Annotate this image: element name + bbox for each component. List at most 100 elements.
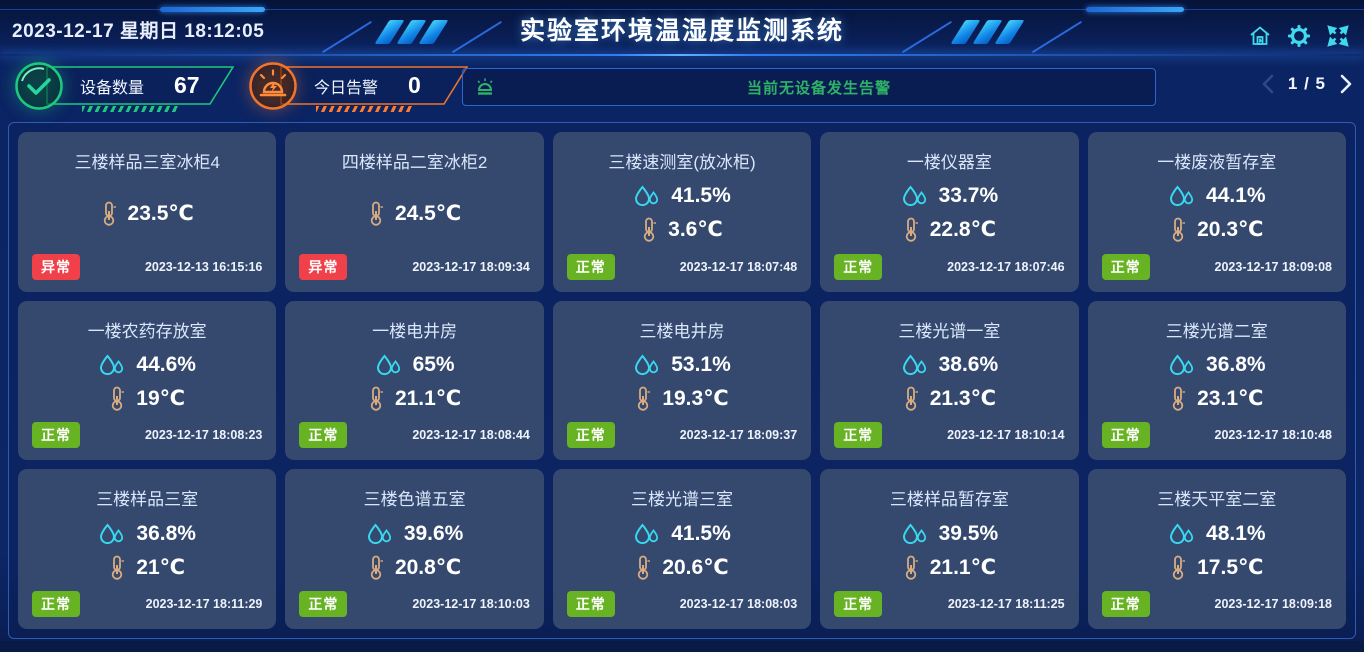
gear-icon[interactable] (1287, 24, 1311, 48)
thermometer-icon (370, 386, 383, 411)
water-drops-icon (100, 354, 124, 375)
status-badge: 正常 (32, 591, 80, 617)
temperature-value: 23.5℃ (127, 201, 194, 225)
glow-segment-left (160, 7, 265, 12)
humidity-value: 48.1% (1206, 521, 1266, 545)
timestamp: 2023-12-17 18:08:03 (679, 597, 798, 611)
room-card[interactable]: 三楼速测室(放冰柜) 41.5% 3.6℃ 正常 20 (552, 132, 812, 292)
room-name: 三楼样品暂存室 (889, 490, 1009, 510)
humidity-row: 36.8% (1168, 353, 1266, 377)
temperature-row: 19.3℃ (635, 386, 729, 411)
room-card[interactable]: 三楼样品暂存室 39.5% 21.1℃ 正常 2023 (820, 469, 1079, 629)
deco-slashes-right (950, 20, 1025, 44)
room-name: 三楼样品三室 (96, 490, 199, 510)
readings: 36.8% 23.1℃ (1100, 342, 1334, 423)
card-panel: 三楼样品三室冰柜4 23.5℃ 异常 2023-12 (8, 122, 1356, 639)
status-badge: 正常 (1101, 422, 1150, 449)
readings: 48.1% 17.5℃ (1100, 510, 1334, 591)
room-name: 一楼仪器室 (906, 153, 992, 172)
room-card[interactable]: 三楼天平室二室 48.1% 17.5℃ 正常 2023 (1087, 469, 1346, 629)
alarm-lamp-icon (477, 78, 493, 95)
water-drops-icon (635, 354, 659, 375)
room-card[interactable]: 三楼光谱二室 36.8% 23.1℃ 正常 2023- (1087, 300, 1346, 461)
room-card[interactable]: 三楼色谱五室 39.6% 20.8℃ 正常 2023- (285, 469, 544, 629)
status-badge: 正常 (299, 591, 348, 617)
temperature-value: 21.1℃ (929, 555, 997, 579)
temperature-row: 20.6℃ (635, 555, 729, 580)
temperature-row: 21.1℃ (368, 386, 461, 411)
humidity-value: 36.8% (136, 521, 196, 545)
bottom-strip (0, 641, 1364, 652)
room-name: 三楼天平室二室 (1157, 490, 1277, 510)
temperature-row: 20.8℃ (368, 555, 461, 580)
temperature-value: 21.1℃ (394, 387, 462, 411)
temperature-value: 24.5℃ (394, 201, 462, 225)
temperature-value: 19℃ (136, 387, 186, 411)
card-footer: 正常 2023-12-17 18:11:25 (832, 591, 1066, 621)
timestamp: 2023-12-17 18:11:25 (947, 597, 1065, 611)
room-name: 四楼样品二室冰柜2 (341, 153, 488, 172)
humidity-row: 39.6% (366, 522, 463, 546)
device-count-value: 67 (174, 72, 200, 98)
room-name: 三楼速测室(放冰柜) (608, 153, 756, 172)
readings: 38.6% 21.3℃ (832, 342, 1066, 423)
room-card[interactable]: 三楼电井房 53.1% 19.3℃ 正常 2023-1 (552, 300, 812, 461)
temperature-row: 21℃ (109, 555, 185, 580)
thermometer-icon (112, 555, 125, 580)
water-drops-icon (902, 523, 926, 544)
readings: 44.6% 19℃ (30, 342, 264, 423)
humidity-value: 41.5% (671, 184, 731, 208)
room-card[interactable]: 一楼电井房 65% 21.1℃ 正常 2023-12- (285, 300, 544, 461)
device-count-plate: 设备数量 67 (46, 66, 234, 112)
temperature-row: 21.3℃ (903, 386, 996, 411)
status-badge: 正常 (834, 422, 883, 449)
temperature-value: 20.3℃ (1197, 218, 1264, 242)
next-page-button[interactable] (1340, 74, 1352, 94)
room-card[interactable]: 一楼废液暂存室 44.1% 20.3℃ 正常 2023 (1087, 132, 1346, 292)
status-badge: 正常 (566, 591, 615, 617)
prev-page-button[interactable] (1262, 74, 1274, 94)
today-alarms-stat: 今日告警 0 (248, 61, 468, 113)
temperature-value: 21.3℃ (929, 387, 997, 411)
water-drops-icon (1170, 523, 1194, 544)
fullscreen-icon[interactable] (1326, 24, 1350, 48)
water-drops-icon (100, 523, 124, 544)
room-card[interactable]: 一楼仪器室 33.7% 22.8℃ 正常 2023-1 (820, 132, 1079, 292)
temperature-value: 3.6℃ (668, 218, 723, 242)
temperature-value: 17.5℃ (1197, 555, 1264, 579)
room-card[interactable]: 一楼农药存放室 44.6% 19℃ 正常 2023-1 (18, 300, 277, 461)
thermometer-icon (638, 386, 651, 411)
temperature-value: 21℃ (136, 555, 186, 579)
water-drops-icon (376, 354, 400, 375)
thermometer-icon (103, 201, 116, 226)
temperature-row: 22.8℃ (903, 217, 996, 243)
room-name: 一楼废液暂存室 (1157, 153, 1277, 172)
today-alarms-plate: 今日告警 0 (280, 66, 468, 112)
humidity-row: 44.1% (1168, 184, 1266, 208)
water-drops-icon (635, 185, 659, 207)
water-drops-icon (902, 354, 926, 375)
humidity-row: 41.5% (633, 522, 731, 546)
readings: 41.5% 20.6℃ (565, 510, 799, 591)
readings: 24.5℃ (297, 173, 531, 254)
humidity-row: 53.1% (633, 353, 731, 377)
readings: 44.1% 20.3℃ (1100, 173, 1334, 254)
room-card[interactable]: 四楼样品二室冰柜2 24.5℃ 异常 2023-12 (285, 132, 544, 292)
home-icon[interactable] (1248, 24, 1272, 48)
humidity-value: 44.1% (1206, 184, 1266, 208)
humidity-value: 53.1% (671, 352, 731, 376)
room-card[interactable]: 三楼样品三室冰柜4 23.5℃ 异常 2023-12 (18, 132, 277, 292)
page-indicator: 1 / 5 (1287, 74, 1326, 93)
room-card[interactable]: 三楼光谱三室 41.5% 20.6℃ 正常 2023- (552, 469, 812, 629)
card-footer: 正常 2023-12-17 18:07:46 (832, 253, 1066, 284)
card-footer: 正常 2023-12-17 18:07:48 (565, 253, 799, 284)
room-card[interactable]: 三楼光谱一室 38.6% 21.3℃ 正常 2023- (820, 300, 1079, 461)
pagination: 1 / 5 (1262, 74, 1352, 94)
thermometer-icon (643, 218, 657, 243)
card-footer: 正常 2023-12-17 18:09:37 (565, 422, 799, 452)
room-name: 三楼色谱五室 (363, 490, 466, 510)
humidity-row: 44.6% (98, 353, 196, 377)
room-card[interactable]: 三楼样品三室 36.8% 21℃ 正常 2023-12 (18, 469, 277, 629)
temperature-row: 24.5℃ (368, 201, 461, 226)
card-footer: 正常 2023-12-17 18:10:14 (832, 422, 1066, 452)
